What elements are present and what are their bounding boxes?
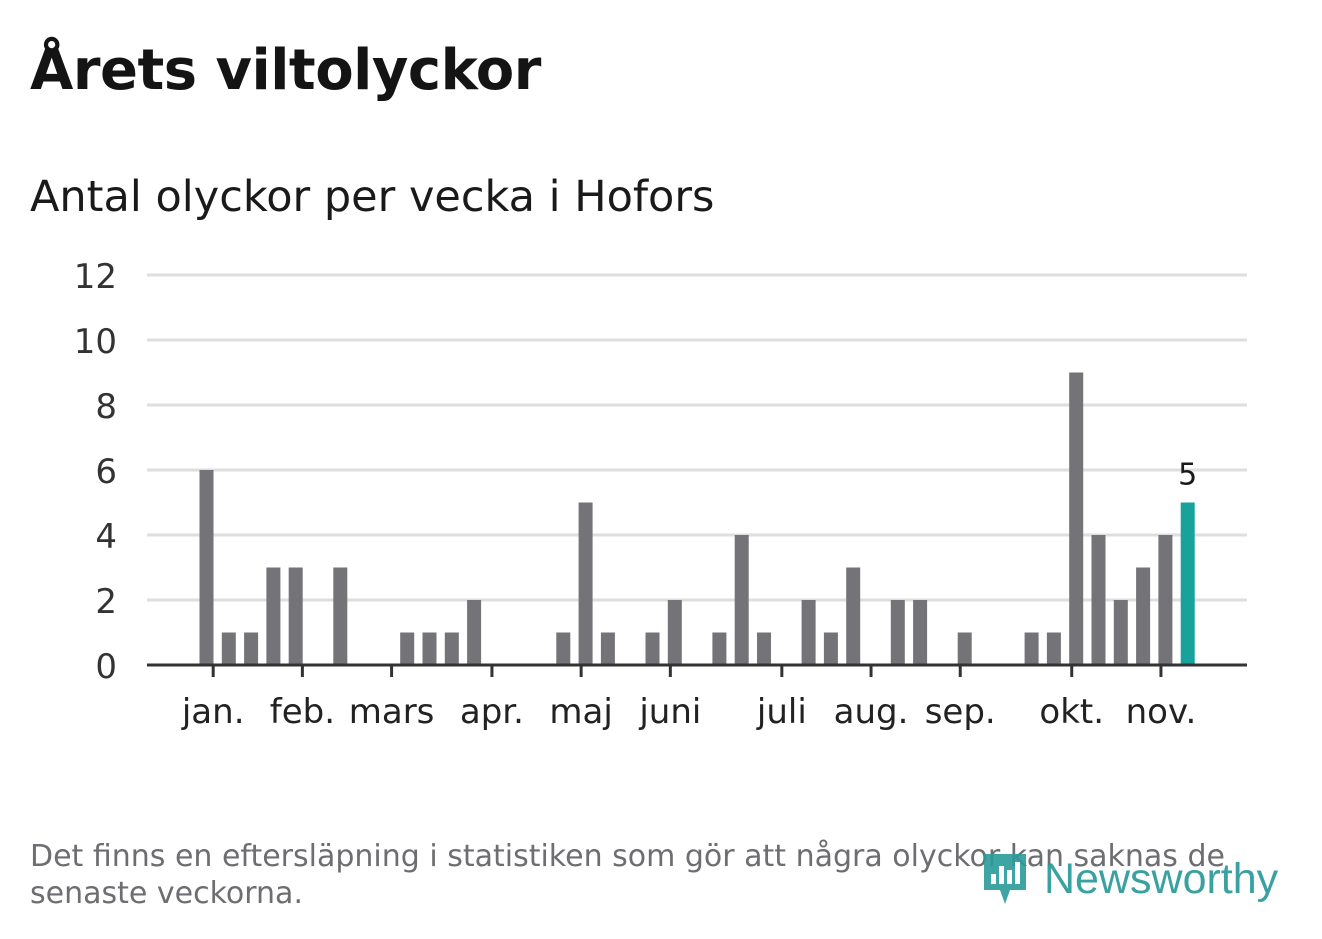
x-tick-label: sep. — [925, 692, 996, 732]
bar — [333, 567, 348, 665]
y-tick-label: 10 — [74, 322, 117, 362]
bar — [400, 632, 415, 665]
bar — [712, 632, 727, 665]
bar — [1136, 567, 1151, 665]
y-tick-label: 6 — [95, 452, 117, 492]
y-axis-ticks: 0 2 4 6 8 10 12 — [74, 257, 117, 687]
highlight-value-label: 5 — [1178, 458, 1197, 493]
y-tick-label: 12 — [74, 257, 117, 297]
x-tick-label: okt. — [1039, 692, 1104, 732]
y-tick-label: 8 — [95, 387, 117, 427]
bar — [467, 600, 482, 665]
data-labels: 5 — [1178, 458, 1197, 493]
x-tick-label: apr. — [460, 692, 524, 732]
bar-highlighted — [1180, 502, 1195, 665]
brand-logo: Newsworthy — [980, 848, 1278, 910]
y-tick-label: 2 — [95, 582, 117, 622]
bar — [1113, 600, 1128, 665]
x-tick-label: jan. — [181, 692, 245, 732]
bar — [444, 632, 459, 665]
bar — [890, 600, 905, 665]
bar — [1046, 632, 1061, 665]
bar — [266, 567, 281, 665]
x-tick-label: juli — [756, 692, 807, 732]
x-tick-label: juni — [638, 692, 701, 732]
x-axis-ticks: jan. feb. mars apr. maj juni juli aug. sep. okt. n… — [181, 665, 1196, 732]
bar — [757, 632, 771, 665]
bar — [422, 632, 437, 665]
bar — [823, 632, 838, 665]
bar — [913, 600, 928, 665]
bar — [801, 600, 816, 665]
x-tick-label: mars — [349, 692, 435, 732]
bar — [645, 632, 660, 665]
bar — [1024, 632, 1039, 665]
bar — [556, 632, 571, 665]
bar — [957, 632, 972, 665]
bar — [1158, 535, 1173, 665]
newsworthy-logo-icon — [984, 854, 1026, 904]
bar — [199, 470, 214, 665]
bar — [244, 632, 259, 665]
bar-chart: 0 2 4 6 8 10 12 jan. feb. mars apr. maj juni juli aug… — [74, 257, 1247, 732]
bars — [199, 372, 1195, 665]
x-tick-label: aug. — [834, 692, 909, 732]
bar — [221, 632, 236, 665]
bar — [600, 632, 615, 665]
bar — [1091, 535, 1106, 665]
gridlines — [147, 273, 1247, 602]
bar — [734, 535, 749, 665]
x-tick-label: feb. — [270, 692, 335, 732]
page-title: Årets viltolyckor — [30, 38, 541, 103]
x-tick-label: maj — [549, 692, 612, 732]
y-tick-label: 0 — [95, 647, 117, 687]
bar — [1069, 372, 1084, 665]
brand-name: Newsworthy — [1044, 854, 1279, 903]
bar — [288, 567, 303, 665]
y-tick-label: 4 — [95, 517, 117, 557]
bar — [578, 502, 593, 665]
bar — [667, 600, 682, 665]
chart-subtitle: Antal olyckor per vecka i Hofors — [30, 172, 715, 222]
bar — [846, 567, 861, 665]
x-tick-label: nov. — [1126, 692, 1197, 732]
